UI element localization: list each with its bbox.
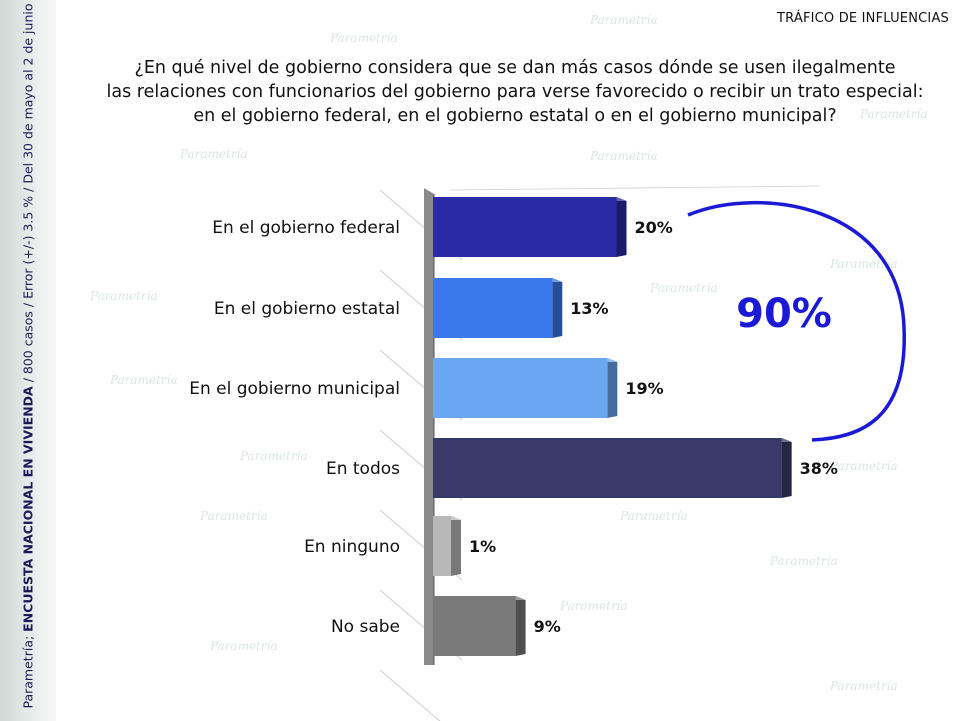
category-label: No sabe bbox=[331, 617, 400, 637]
category-label: En ninguno bbox=[304, 537, 400, 557]
bar bbox=[433, 358, 608, 418]
watermark-text: Parametría bbox=[829, 679, 898, 693]
value-label: 38% bbox=[800, 459, 838, 478]
value-label: 9% bbox=[534, 617, 561, 636]
watermark-text: Parametría bbox=[89, 289, 158, 303]
watermark-text: Parametría bbox=[829, 459, 898, 473]
category-label: En todos bbox=[326, 459, 400, 479]
category-label: En el gobierno municipal bbox=[189, 379, 400, 399]
watermark-text: Parametría bbox=[199, 509, 268, 523]
bracket-annotation: 90% bbox=[687, 200, 906, 442]
question-line-2: las relaciones con funcionarios del gobi… bbox=[106, 82, 924, 102]
bar bbox=[433, 197, 617, 257]
axis-wall-face bbox=[424, 188, 434, 665]
bar-side bbox=[781, 438, 792, 498]
watermark-text: Parametría bbox=[649, 281, 718, 295]
bar-group bbox=[433, 197, 792, 656]
watermark-layer: Parametría Parametría Parametría Parametría… bbox=[89, 13, 928, 693]
watermark-text: Parametría bbox=[109, 373, 178, 387]
side-strip: Parametría; ENCUESTA NACIONAL EN VIVIEND… bbox=[0, 0, 56, 721]
watermark-text: Parametría bbox=[859, 107, 928, 121]
section-tag: TRÁFICO DE INFLUENCIAS bbox=[777, 11, 949, 26]
bar-side bbox=[607, 358, 618, 418]
category-label: En el gobierno estatal bbox=[214, 299, 400, 319]
watermark-text: Parametría bbox=[829, 257, 898, 271]
watermark-text: Parametría bbox=[329, 31, 398, 45]
question-text: ¿En qué nivel de gobierno considera que … bbox=[70, 56, 960, 128]
annotation-label: 90% bbox=[736, 291, 832, 337]
value-label: 20% bbox=[635, 218, 673, 237]
watermark-text: Parametría bbox=[589, 149, 658, 163]
watermark-text: Parametría bbox=[209, 639, 278, 653]
axis-wall bbox=[424, 188, 435, 665]
bar-side bbox=[552, 278, 563, 338]
watermark-text: Parametría bbox=[179, 147, 248, 161]
grid-line-top bbox=[449, 185, 821, 191]
question-line-1: ¿En qué nivel de gobierno considera que … bbox=[134, 58, 896, 78]
bar bbox=[433, 516, 451, 576]
watermark-text: Parametría bbox=[589, 13, 658, 27]
grid-line bbox=[379, 669, 441, 721]
bar bbox=[433, 596, 516, 656]
bar-side bbox=[451, 516, 461, 576]
watermark-text: Parametría bbox=[559, 599, 628, 613]
watermark-text: Parametría bbox=[239, 449, 308, 463]
value-label: 13% bbox=[570, 299, 608, 318]
bracket-curve bbox=[687, 200, 906, 442]
watermark-text: Parametría bbox=[769, 554, 838, 568]
question-line-3: en el gobierno federal, en el gobierno e… bbox=[193, 106, 837, 126]
label-group: En el gobierno federal 20% En el gobierno … bbox=[189, 218, 838, 637]
bar bbox=[433, 278, 553, 338]
category-label: En el gobierno federal bbox=[212, 218, 400, 238]
watermark-text: Parametría bbox=[619, 509, 688, 523]
value-label: 1% bbox=[469, 537, 496, 556]
bar-side bbox=[616, 197, 627, 257]
value-label: 19% bbox=[625, 379, 663, 398]
bar-side bbox=[515, 596, 526, 656]
bar bbox=[433, 438, 782, 498]
